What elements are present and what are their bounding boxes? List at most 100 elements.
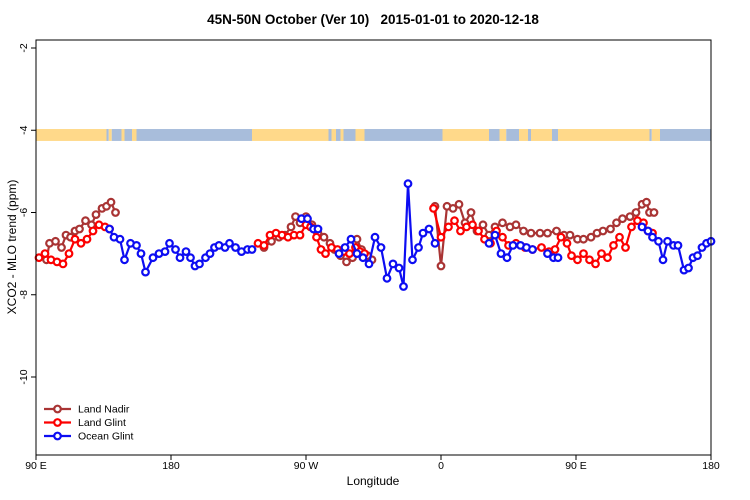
data-point-marker xyxy=(553,253,563,263)
data-point-marker xyxy=(552,226,561,236)
data-point-marker xyxy=(673,240,683,250)
data-point-marker xyxy=(556,232,566,242)
data-point-marker xyxy=(498,232,507,242)
data-point-marker xyxy=(418,228,428,238)
data-point-marker xyxy=(64,249,74,259)
map-strip-ocean-segment xyxy=(328,129,332,141)
data-point-marker xyxy=(120,255,129,265)
data-point-marker xyxy=(585,255,594,265)
map-strip-land-segment xyxy=(355,129,365,141)
map-strip-land-segment xyxy=(132,129,137,141)
series-ocean-glint xyxy=(105,179,716,291)
map-strip-land-segment xyxy=(499,129,507,141)
legend-item-land-nadir: Land Nadir xyxy=(44,404,130,416)
data-point-marker xyxy=(70,234,80,244)
data-point-marker xyxy=(642,197,651,207)
data-point-marker xyxy=(376,243,386,252)
data-point-marker xyxy=(321,249,330,259)
data-point-marker xyxy=(132,240,141,250)
data-point-marker xyxy=(478,220,488,230)
data-point-marker xyxy=(403,179,413,189)
x-tick-label: 180 xyxy=(702,460,720,472)
data-point-marker xyxy=(543,249,552,259)
data-point-marker xyxy=(175,253,185,263)
map-strip-land-segment xyxy=(340,129,344,141)
data-point-marker xyxy=(259,240,269,250)
data-point-marker xyxy=(105,224,114,234)
data-point-marker xyxy=(625,212,635,222)
data-point-marker xyxy=(40,249,50,259)
map-strip-ocean-segment xyxy=(136,129,252,141)
data-point-marker xyxy=(436,232,446,242)
data-point-marker xyxy=(81,216,90,226)
x-axis: 90 E 180 90 W 0 90 E 180 xyxy=(25,455,720,472)
data-series-layer xyxy=(34,179,716,291)
data-point-marker xyxy=(247,245,257,254)
data-point-marker xyxy=(313,224,323,234)
data-point-marker xyxy=(648,232,657,242)
data-point-marker xyxy=(57,243,66,252)
data-point-marker xyxy=(586,232,596,242)
data-point-marker xyxy=(456,226,465,236)
map-strip-ocean-segment xyxy=(489,129,500,141)
data-point-marker xyxy=(312,232,321,242)
data-point-marker xyxy=(205,249,215,259)
data-point-marker xyxy=(603,253,612,263)
data-point-marker xyxy=(484,238,494,248)
data-point-marker xyxy=(643,226,653,236)
data-point-marker xyxy=(684,263,693,273)
data-point-marker xyxy=(565,230,575,240)
data-point-marker xyxy=(181,247,191,257)
map-strip-land-segment xyxy=(558,129,650,141)
map-strip-ocean-segment xyxy=(552,129,558,141)
series-line xyxy=(108,228,252,274)
data-point-marker xyxy=(295,230,305,240)
map-strip-land-segment xyxy=(442,129,489,141)
legend-item-land-glint: Land Glint xyxy=(44,417,126,429)
data-point-marker xyxy=(496,249,506,259)
x-tick-label: 90 W xyxy=(294,460,319,472)
data-point-marker xyxy=(519,226,528,236)
data-point-marker xyxy=(535,228,545,238)
data-point-marker xyxy=(165,238,174,248)
data-point-marker xyxy=(693,251,702,261)
data-point-marker xyxy=(225,238,234,248)
legend-marker-swatch xyxy=(53,418,62,427)
data-point-marker xyxy=(186,253,195,263)
data-point-marker xyxy=(543,228,552,238)
data-point-marker xyxy=(637,222,647,232)
data-point-marker xyxy=(160,247,170,257)
data-point-marker xyxy=(408,255,417,265)
data-point-marker xyxy=(562,238,572,248)
legend-item-ocean-glint: Ocean Glint xyxy=(44,431,134,443)
data-point-marker xyxy=(115,234,125,244)
map-strip-ocean-segment xyxy=(343,129,356,141)
data-point-marker xyxy=(382,273,392,283)
y-tick-label: -8 xyxy=(18,290,30,299)
data-point-marker xyxy=(399,282,408,291)
data-point-marker xyxy=(658,255,668,265)
x-tick-label: 0 xyxy=(438,460,444,472)
data-point-marker xyxy=(106,197,116,207)
legend-label: Land Glint xyxy=(78,417,126,429)
map-strip-ocean-segment xyxy=(506,129,519,141)
data-point-marker xyxy=(597,249,606,259)
data-point-marker xyxy=(319,232,329,242)
map-strip-ocean-segment xyxy=(649,129,652,141)
map-strip-land-segment xyxy=(651,129,660,141)
data-point-marker xyxy=(579,234,588,244)
y-axis: -2 -4 -6 -8 -10 xyxy=(18,43,36,385)
legend-marker-swatch xyxy=(53,404,62,414)
series-land-nadir xyxy=(42,197,659,271)
data-point-marker xyxy=(498,218,507,228)
data-point-marker xyxy=(75,224,84,234)
data-point-marker xyxy=(436,261,446,271)
data-point-marker xyxy=(303,214,312,224)
data-point-marker xyxy=(591,259,600,269)
data-point-marker xyxy=(627,222,636,232)
data-point-marker xyxy=(474,226,483,236)
data-point-marker xyxy=(448,203,458,213)
y-tick-label: -10 xyxy=(18,369,30,384)
